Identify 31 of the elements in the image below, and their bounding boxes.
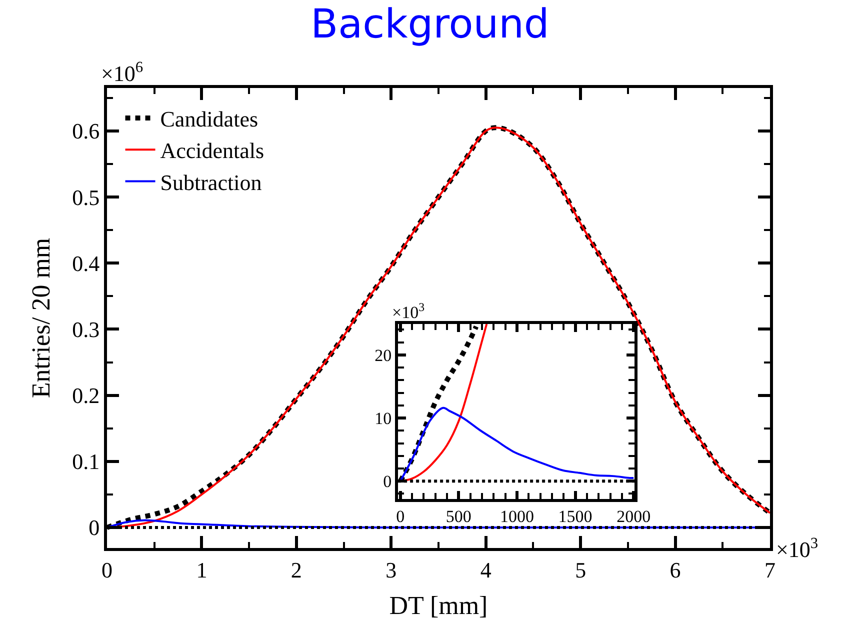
x-tick-label: 3 (386, 557, 397, 582)
x-tick-label: 7 (764, 557, 776, 582)
y-tick-label: 10 (374, 408, 392, 428)
x-tick-label: 2 (290, 557, 302, 582)
line-series (399, 406, 635, 482)
x-tick-label: 1 (196, 557, 208, 582)
y-tick-label: 0.5 (72, 184, 100, 210)
x-tick-label: 500 (446, 507, 472, 526)
text: ×10$^{3}$ (776, 535, 818, 562)
y-axis-title: Entries/ 20 mm (26, 238, 56, 398)
x-tick-label: 4 (480, 557, 492, 582)
x-tick-label: 6 (670, 557, 681, 582)
x-axis-title: DT [mm] (389, 591, 488, 620)
y-tick-label: 0.6 (72, 118, 100, 144)
y-tick-label: 0.3 (72, 316, 100, 342)
legend-label: Candidates (160, 106, 258, 132)
annotation: ×10$^{3}$ (392, 300, 425, 322)
legend-label: Subtraction (160, 170, 262, 195)
x-tick-label: 5 (575, 557, 586, 582)
y-tick-label: 0 (383, 472, 392, 492)
y-tick-label: 20 (374, 346, 392, 365)
chart-title: Background (310, 1, 550, 48)
text: ×10$^{6}$ (101, 59, 144, 86)
x-tick-label: 0 (396, 507, 405, 526)
legend-label: Accidentals (160, 138, 264, 164)
y-tick-label: 0.4 (72, 250, 100, 276)
y-tick-label: 0.2 (72, 383, 100, 408)
y-tick-label: 0.1 (72, 449, 100, 474)
x-tick-label: 1500 (558, 507, 592, 526)
x-tick-label: 2000 (616, 507, 651, 526)
x-tick-label: 1000 (500, 507, 534, 526)
